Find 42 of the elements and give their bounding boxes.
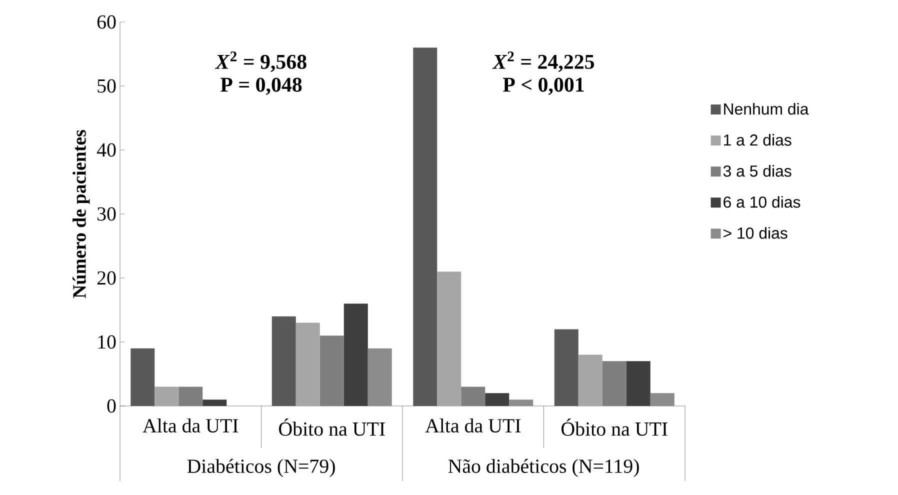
bar (368, 348, 392, 406)
bar (320, 336, 344, 406)
text: Diabéticos (N=79) (187, 458, 335, 478)
bar (413, 48, 438, 406)
bar (626, 361, 650, 406)
bar (509, 400, 534, 406)
annotation: P < 0,001 (503, 78, 584, 95)
y-tick-label: 30 (98, 207, 116, 221)
annotation: X$^{2}$ = 9,568 (214, 52, 306, 72)
x-tick-label: Óbito na UTI (279, 418, 385, 436)
annotation: X$^{2}$ = 24,225 (492, 52, 594, 72)
bar (485, 393, 510, 406)
bar (296, 322, 320, 406)
bar (554, 329, 578, 406)
bar (437, 272, 462, 406)
legend-label: > 10 dias (724, 227, 788, 239)
bar (650, 393, 674, 406)
bar (461, 386, 486, 406)
x-tick-label: Alta da UTI (425, 418, 521, 433)
y-tick-label: 20 (97, 271, 116, 285)
y-axis-title: Número de pacientes (72, 130, 90, 298)
bar (202, 400, 227, 406)
bar (344, 304, 368, 406)
bar (272, 316, 296, 406)
legend-label: 1 a 2 dias (724, 134, 792, 146)
y-tick-label: 10 (98, 335, 116, 349)
y-tick-label: 60 (97, 15, 116, 29)
x-tick-label: Alta da UTI (142, 418, 238, 433)
annotation: P = 0,048 (220, 78, 302, 95)
y-tick-label: 40 (96, 143, 116, 157)
legend-label: 6 a 10 dias (724, 196, 800, 208)
y-tick-label: 50 (98, 79, 116, 93)
bar (602, 361, 626, 406)
legend-label: 3 a 5 dias (723, 165, 792, 177)
y-tick-label: 0 (107, 399, 116, 413)
bar (578, 354, 602, 406)
bar (154, 386, 179, 406)
bar (130, 348, 155, 406)
bar (178, 386, 203, 406)
text: Não diabéticos (N=119) (448, 458, 639, 478)
legend-label: Nenhum dia (724, 102, 809, 115)
x-tick-label: Óbito na UTI (562, 418, 668, 436)
